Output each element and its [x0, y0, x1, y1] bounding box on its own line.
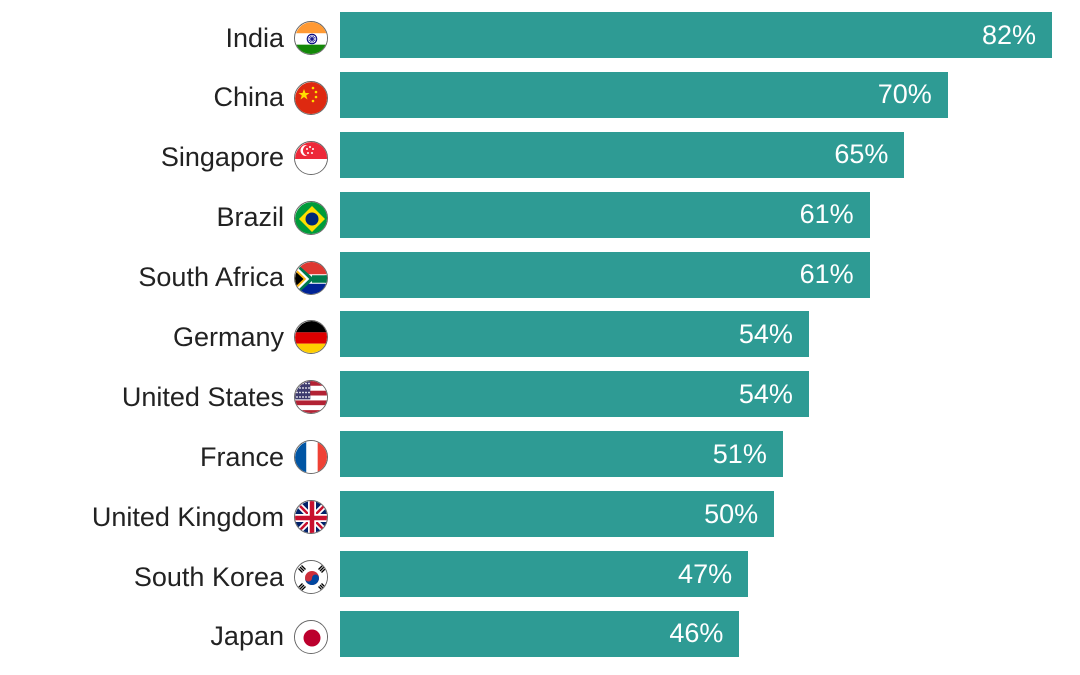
bar-value: 82%	[982, 20, 1036, 51]
label-area: United States	[0, 380, 340, 414]
bar-value: 70%	[878, 79, 932, 110]
bar-area: 82%	[340, 12, 1052, 64]
bar-row: Brazil 61%	[0, 192, 1052, 244]
bar-value: 47%	[678, 559, 732, 590]
bar: 46%	[340, 611, 739, 657]
country-label: Singapore	[161, 142, 284, 173]
bar-value: 54%	[739, 319, 793, 350]
bar-area: 65%	[340, 132, 1052, 184]
bar: 54%	[340, 371, 809, 417]
bar-row: Japan 46%	[0, 611, 1052, 663]
label-area: China	[0, 81, 340, 115]
bar-area: 47%	[340, 551, 1052, 603]
label-area: Japan	[0, 620, 340, 654]
country-label: India	[225, 23, 284, 54]
country-label: United Kingdom	[92, 502, 284, 533]
bar-value: 51%	[713, 439, 767, 470]
bar-row: South Korea 47%	[0, 551, 1052, 603]
south_africa-flag-icon	[294, 261, 328, 295]
bar-row: South Africa 61%	[0, 252, 1052, 304]
label-area: South Korea	[0, 560, 340, 594]
bar-value: 54%	[739, 379, 793, 410]
bar-area: 61%	[340, 252, 1052, 304]
bar-area: 46%	[340, 611, 1052, 663]
bar: 70%	[340, 72, 948, 118]
uk-flag-icon	[294, 500, 328, 534]
bar: 51%	[340, 431, 783, 477]
bar-area: 70%	[340, 72, 1052, 124]
bar-area: 50%	[340, 491, 1052, 543]
india-flag-icon	[294, 21, 328, 55]
bar-row: Germany 54%	[0, 311, 1052, 363]
bar: 65%	[340, 132, 904, 178]
bar: 61%	[340, 192, 870, 238]
country-label: China	[213, 82, 284, 113]
country-label: Japan	[210, 621, 284, 652]
singapore-flag-icon	[294, 141, 328, 175]
bar-row: United Kingdom 50%	[0, 491, 1052, 543]
bar-area: 54%	[340, 371, 1052, 423]
france-flag-icon	[294, 440, 328, 474]
usa-flag-icon	[294, 380, 328, 414]
label-area: Brazil	[0, 201, 340, 235]
country-label: France	[200, 442, 284, 473]
bar-value: 46%	[669, 618, 723, 649]
bar-value: 61%	[800, 259, 854, 290]
bar-row: India 82%	[0, 12, 1052, 64]
label-area: United Kingdom	[0, 500, 340, 534]
country-label: Brazil	[216, 202, 284, 233]
germany-flag-icon	[294, 320, 328, 354]
bar-row: France 51%	[0, 431, 1052, 483]
bar-value: 65%	[834, 139, 888, 170]
bar-value: 50%	[704, 499, 758, 530]
bar: 47%	[340, 551, 748, 597]
label-area: Singapore	[0, 141, 340, 175]
bar: 61%	[340, 252, 870, 298]
bar: 82%	[340, 12, 1052, 58]
horizontal-bar-chart: India 82% China 70% Singapore	[0, 12, 1052, 663]
country-label: United States	[122, 382, 284, 413]
label-area: South Africa	[0, 261, 340, 295]
bar-value: 61%	[800, 199, 854, 230]
bar-area: 51%	[340, 431, 1052, 483]
label-area: Germany	[0, 320, 340, 354]
south_korea-flag-icon	[294, 560, 328, 594]
label-area: India	[0, 21, 340, 55]
country-label: South Korea	[134, 562, 284, 593]
bar-area: 61%	[340, 192, 1052, 244]
bar-row: China 70%	[0, 72, 1052, 124]
bar: 54%	[340, 311, 809, 357]
bar-row: United States 54%	[0, 371, 1052, 423]
label-area: France	[0, 440, 340, 474]
china-flag-icon	[294, 81, 328, 115]
bar: 50%	[340, 491, 774, 537]
country-label: South Africa	[138, 262, 284, 293]
japan-flag-icon	[294, 620, 328, 654]
country-label: Germany	[173, 322, 284, 353]
bar-area: 54%	[340, 311, 1052, 363]
bar-row: Singapore 65%	[0, 132, 1052, 184]
brazil-flag-icon	[294, 201, 328, 235]
